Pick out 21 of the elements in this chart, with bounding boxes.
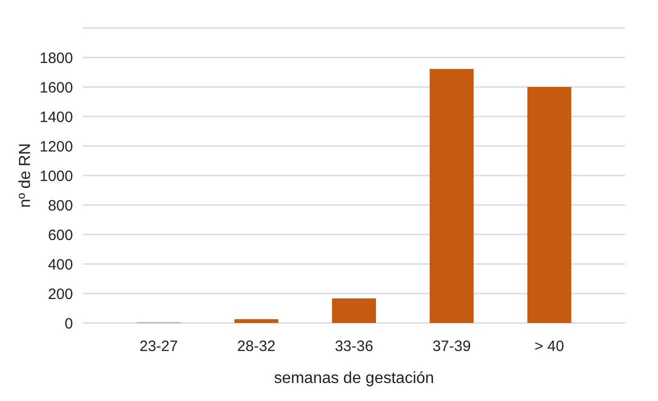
y-tick-label: 400 [48, 256, 73, 274]
x-axis-title: semanas de gestación [274, 370, 434, 387]
y-tick-label: 600 [48, 226, 73, 244]
x-tick-label: 33-36 [334, 338, 374, 355]
y-tick-label: 1400 [40, 108, 73, 126]
x-tick-label: 23-27 [139, 338, 178, 355]
y-tick-label: 800 [48, 197, 73, 214]
x-tick-label: 37-39 [432, 338, 471, 355]
y-tick-label: 1800 [40, 50, 73, 67]
y-tick-label: 1000 [40, 168, 73, 185]
y-tick-label: 1600 [40, 79, 73, 96]
y-tick-label: 200 [48, 286, 73, 303]
bar [527, 87, 572, 323]
y-tick-label: 1200 [40, 138, 73, 156]
bar [332, 298, 376, 323]
x-tick-label: 28-32 [237, 338, 276, 355]
bar [430, 69, 474, 323]
y-tick-label: 0 [64, 315, 73, 332]
y-axis-title: nº de RN [17, 143, 34, 208]
x-tick-label: > 40 [534, 338, 564, 355]
bar [234, 319, 278, 323]
